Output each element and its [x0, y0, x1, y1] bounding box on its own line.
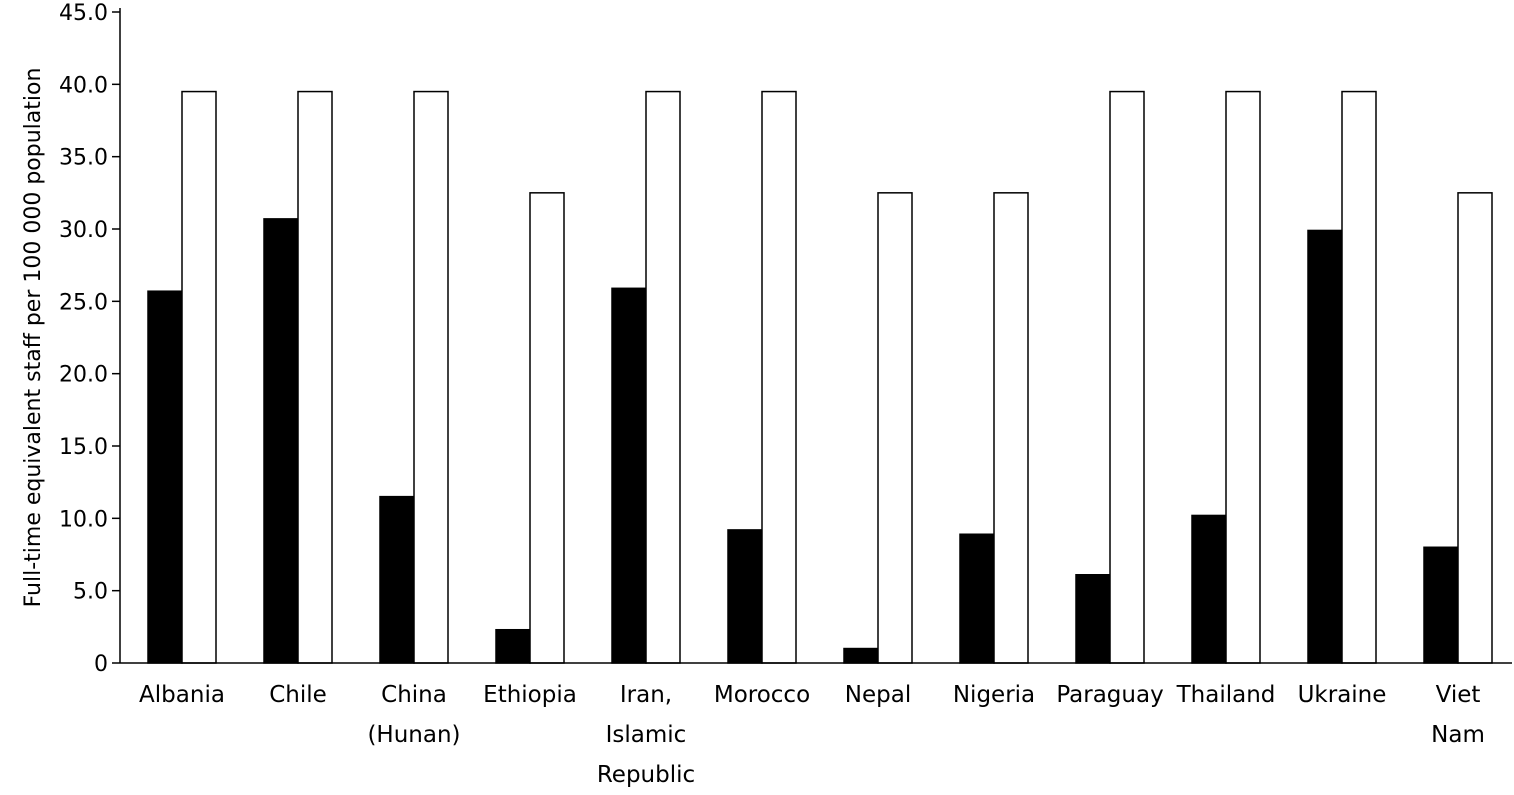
x-category-label: China (Hunan)	[367, 682, 460, 748]
bar-series-2	[1457, 192, 1493, 664]
bar-series-1	[1191, 514, 1227, 664]
bar-series-2	[993, 192, 1029, 664]
y-axis-title-group: Full-time equivalent staff per 100 000 p…	[21, 68, 46, 608]
x-category-label: Thailand	[1176, 682, 1276, 708]
bar-series-2	[877, 192, 913, 664]
y-tick-label: 0	[94, 652, 108, 677]
x-category-label: Albania	[139, 682, 225, 708]
bar-series-2	[181, 90, 217, 664]
bar-series-2	[645, 90, 681, 664]
bar-series-1	[379, 495, 415, 664]
bar-series-2	[1225, 90, 1261, 664]
x-category-label: Morocco	[714, 682, 810, 708]
bar-series-2	[529, 192, 565, 664]
bar-series-1	[147, 290, 183, 664]
bar-series-2	[413, 90, 449, 664]
y-tick-label: 5.0	[73, 580, 108, 605]
y-tick-label: 40.0	[59, 73, 108, 98]
bar-series-1	[495, 628, 531, 664]
bar-series-1	[959, 533, 995, 664]
y-tick-label: 10.0	[59, 507, 108, 532]
y-ticks: 0 5.0 10.0 15.0 20.0 25.0 30.0 35.0 40.0 45.0	[59, 1, 120, 677]
bar-series-1	[727, 529, 763, 664]
y-axis-title: Full-time equivalent staff per 100 000 p…	[21, 68, 46, 608]
x-labels: Albania Chile China (Hunan) Ethiopia Iran, Isl…	[139, 682, 1485, 788]
x-category-label: Paraguay	[1056, 682, 1163, 708]
x-category-label: Viet Nam	[1431, 682, 1485, 748]
y-tick-label: 25.0	[59, 290, 108, 315]
bar-series-1	[1423, 546, 1459, 664]
bar-series-2	[297, 90, 333, 664]
x-category-label: Nigeria	[953, 682, 1035, 708]
bar-series-1	[611, 287, 647, 664]
bar-series-1	[263, 218, 299, 664]
x-category-label: Iran, Islamic Republic	[597, 682, 695, 788]
x-category-label: Chile	[269, 682, 327, 708]
x-category-label: Ethiopia	[483, 682, 577, 708]
bar-series-2	[1109, 90, 1145, 664]
x-category-label: Ukraine	[1298, 682, 1387, 708]
y-tick-label: 20.0	[59, 363, 108, 388]
bar-series-1	[843, 647, 879, 664]
bar-series-2	[1341, 90, 1377, 664]
x-category-label: Nepal	[845, 682, 911, 708]
bars	[147, 90, 1493, 664]
y-tick-label: 45.0	[59, 1, 108, 26]
y-tick-label: 30.0	[59, 218, 108, 243]
bar-series-1	[1075, 574, 1111, 664]
y-tick-label: 35.0	[59, 146, 108, 171]
bar-series-1	[1307, 229, 1343, 664]
bar-series-2	[761, 90, 797, 664]
y-tick-label: 15.0	[59, 435, 108, 460]
